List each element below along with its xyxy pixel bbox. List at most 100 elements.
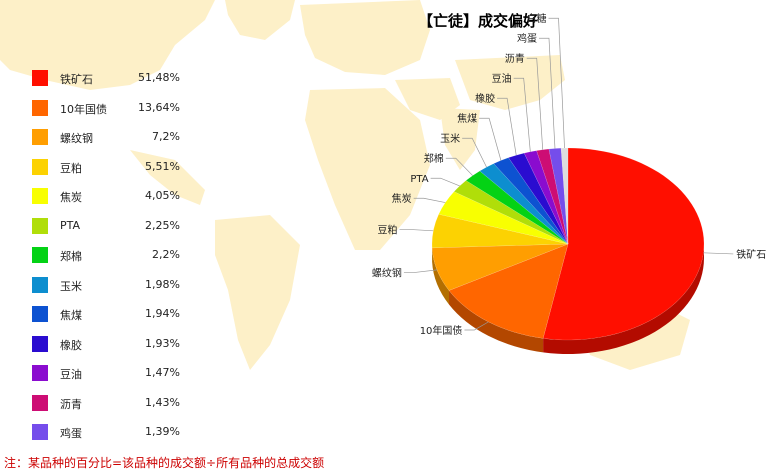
legend-label: PTA (60, 218, 81, 232)
legend-swatch (32, 99, 48, 116)
legend-value: 7,2% (152, 130, 180, 143)
legend-label: 鸡蛋 (60, 427, 82, 440)
legend-label: 豆油 (60, 368, 82, 381)
legend-item[interactable]: 郑棉 2,2% (30, 245, 200, 267)
legend-swatch (32, 276, 48, 293)
pie-leader-line (413, 197, 446, 203)
legend-swatch (32, 129, 48, 145)
legend-item[interactable]: 沥青 1,43% (30, 393, 200, 415)
pie-slice-label: 焦炭 (392, 192, 412, 205)
pie-slice-label: 鸡蛋 (517, 32, 537, 45)
map-europe (300, 0, 430, 75)
pie-slice-label: 玉米 (440, 132, 460, 145)
pie-slice-label: 郑棉 (424, 152, 444, 165)
pie-slice-side (449, 290, 544, 353)
pie-slice-label: 沥青 (505, 52, 525, 65)
legend-item[interactable]: 玉米 1,98% (30, 275, 200, 297)
legend-item[interactable]: 10年国债 13,64% (30, 98, 200, 120)
pie-leader-line (445, 157, 473, 176)
pie-leader-line (497, 97, 517, 156)
legend-value: 1,94% (145, 307, 180, 320)
legend-item[interactable]: 橡胶 1,93% (30, 334, 200, 356)
legend-label: 焦煤 (60, 309, 82, 322)
legend-value: 1,47% (145, 366, 180, 379)
pie-leader-line (548, 17, 565, 149)
pie-leader-line (479, 117, 502, 161)
legend-swatch (32, 394, 48, 411)
pie-slice-label: 焦煤 (457, 112, 477, 125)
legend-swatch (32, 247, 48, 263)
pie-slice-label: 铁矿石 (736, 248, 766, 261)
legend-label: 郑棉 (60, 250, 82, 263)
pie-slice-label: PTA (410, 174, 428, 185)
legend-swatch (32, 424, 48, 440)
legend-item[interactable]: 焦煤 1,94% (30, 304, 200, 326)
pie-slice[interactable] (542, 147, 705, 341)
legend-label: 豆粕 (60, 161, 82, 175)
legend-label: 焦炭 (60, 191, 82, 204)
legend-value: 5,51% (145, 159, 180, 173)
pie-leader-line (399, 229, 434, 232)
legend: 铁矿石 51,48% 10年国债 13,64% 螺纹钢 7,2% 豆粕 5,51% 焦炭 4,05… (30, 68, 200, 442)
pie-slice[interactable] (448, 243, 569, 339)
legend-label: 螺纹钢 (60, 132, 93, 145)
pie-slice-label: 豆油 (492, 72, 512, 85)
pie-leader-line (513, 77, 531, 152)
map-africa (305, 88, 430, 250)
legend-label: 10年国债 (60, 102, 107, 116)
legend-item[interactable]: PTA 2,25% (30, 216, 200, 238)
pie-slice-label: 橡胶 (475, 92, 495, 105)
legend-label: 橡胶 (60, 338, 82, 352)
legend-swatch (32, 335, 48, 352)
pie-slice-label: 豆粕 (378, 223, 398, 236)
legend-swatch (32, 365, 48, 381)
legend-value: 2,2% (152, 248, 180, 261)
map-central-america (130, 150, 205, 205)
map-north-america (0, 0, 215, 90)
pie-leader-line (464, 321, 489, 331)
map-south-america (215, 215, 300, 370)
pie-slice-label: 白糖 (527, 12, 547, 25)
legend-value: 51,48% (138, 71, 180, 84)
pie-slice-side (543, 244, 704, 355)
chart-title: 【亡徒】成交偏好 (418, 12, 539, 30)
legend-swatch (32, 188, 48, 204)
legend-swatch (32, 306, 48, 322)
legend-item[interactable]: 鸡蛋 1,39% (30, 422, 200, 442)
pie-slice-side (432, 247, 450, 305)
pie-slice[interactable] (431, 213, 569, 249)
legend-value: 2,25% (145, 218, 180, 232)
pie-slice[interactable] (465, 170, 569, 245)
legend-swatch (32, 158, 48, 175)
pie-leader-line (430, 177, 460, 187)
pie-leader-line (462, 137, 487, 168)
map-india (440, 108, 480, 170)
footnote: 注：某品种的百分比=该品种的成交额÷所有品种的总成交额 (4, 456, 325, 470)
legend-item[interactable]: 螺纹钢 7,2% (30, 127, 200, 149)
legend-item[interactable]: 铁矿石 51,48% (30, 68, 200, 90)
pie-slice[interactable] (431, 243, 569, 291)
pie-slice[interactable] (479, 163, 569, 245)
legend-item[interactable]: 豆油 1,47% (30, 363, 200, 385)
legend-label: 沥青 (60, 397, 82, 411)
legend-value: 4,05% (145, 189, 180, 202)
legend-item[interactable]: 豆粕 5,51% (30, 157, 200, 179)
legend-label: 玉米 (60, 279, 82, 293)
legend-value: 1,98% (145, 277, 180, 291)
legend-value: 1,43% (145, 395, 180, 409)
pie-slice-label: 螺纹钢 (372, 267, 402, 280)
legend-label: 铁矿石 (60, 73, 93, 86)
map-greenland (225, 0, 295, 40)
pie-leader-line (403, 269, 438, 273)
legend-value: 1,93% (145, 336, 180, 350)
pie-slice-label: 10年国债 (420, 324, 463, 337)
legend-swatch (32, 217, 48, 234)
pie-leader-line (703, 252, 734, 255)
pie-leader-line (538, 37, 556, 149)
pie-leader-line (526, 57, 544, 150)
legend-value: 1,39% (145, 425, 180, 438)
legend-value: 13,64% (138, 100, 180, 114)
legend-swatch (32, 70, 48, 86)
legend-item[interactable]: 焦炭 4,05% (30, 186, 200, 208)
